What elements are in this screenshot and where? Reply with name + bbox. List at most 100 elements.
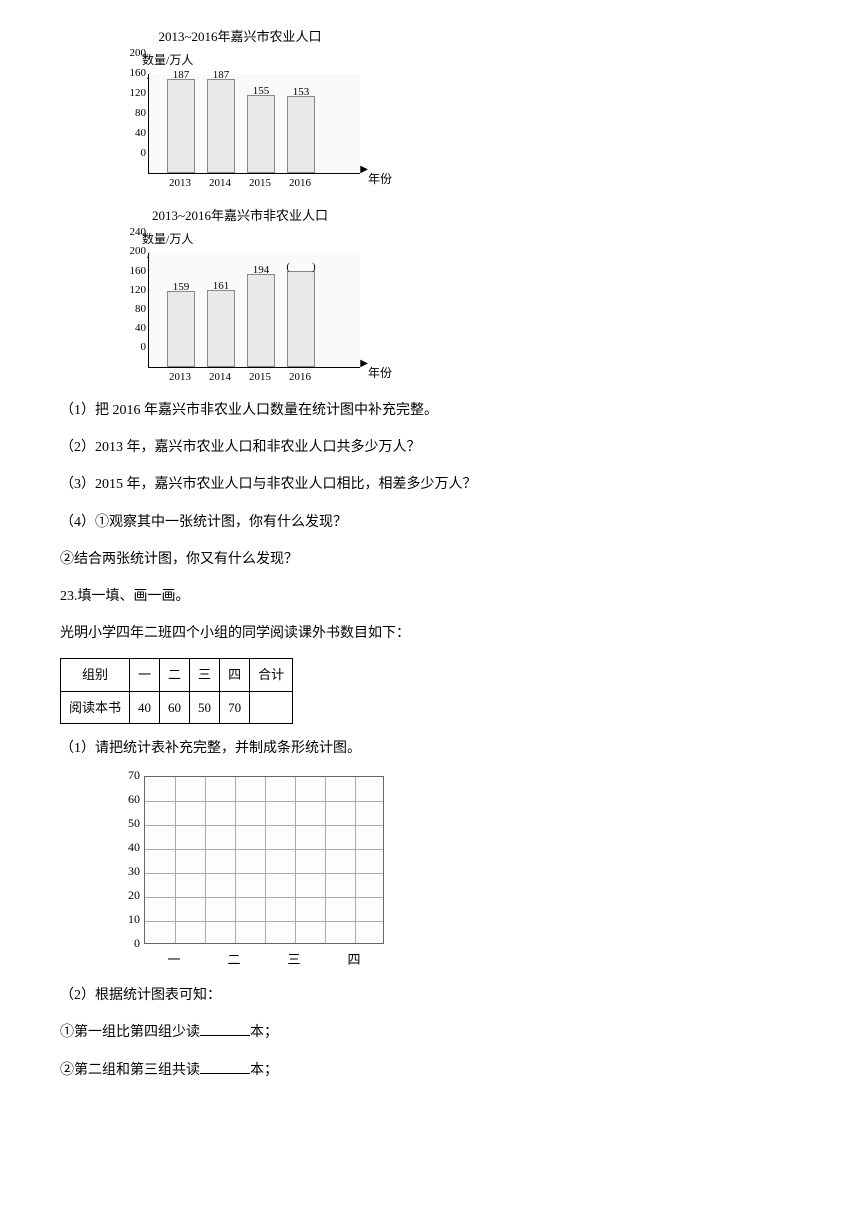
grid-line-h [145,873,383,874]
reading-table: 组别一二三四合计 阅读本书40605070 [60,658,293,724]
x-tick-label: 2016 [289,368,311,388]
x-tick-label: 2014 [209,368,231,388]
chart1-plot: 187 187 155 153 [148,74,360,174]
y-tick: 120 [130,281,147,301]
table-header-row: 组别一二三四合计 [61,659,293,691]
y-tick: 80 [135,104,146,124]
table-cell: 50 [190,691,220,723]
bar-value-label: 161 [213,277,230,297]
chart1-y-axis: 04080120160200 [120,74,148,174]
grid-line-h [145,921,383,922]
question-4-1: （4）①观察其中一张统计图，你有什么发现？ [60,510,800,535]
y-tick: 200 [130,242,147,262]
x-tick-label: 2015 [249,174,271,194]
bar-value-label: 153 [293,83,310,103]
grid-x-label: 三 [287,948,300,971]
chart2-y-axis: 04080120160200240 [120,253,148,368]
y-tick: 80 [135,300,146,320]
y-tick: 160 [130,64,147,84]
bar: 187 [167,79,195,173]
grid-x-label: 一 [167,948,180,971]
grid-y-tick: 10 [128,909,140,931]
grid-y-axis: 010203040506070 [120,776,144,968]
grid-line-v [325,777,326,943]
question-23-2: （2）根据统计图表可知： [60,983,800,1008]
x-tick-label: 2015 [249,368,271,388]
y-tick: 240 [130,223,147,243]
bar-value-label: 194 [253,261,270,281]
bar-value-label: 187 [173,66,190,86]
q-text: 本； [250,1063,278,1078]
chart1-area: ▲ 04080120160200 187187155153 ▶ 20132014… [120,74,380,189]
chart2-area: ▲ 04080120160200240 159161194( ) ▶ 20132… [120,253,380,383]
grid-x-label: 二 [227,948,240,971]
grid-y-tick: 50 [128,813,140,835]
grid-x-labels: 一二三四 [144,948,384,968]
grid-x-label: 四 [347,948,360,971]
y-tick: 0 [141,338,147,358]
chart1-x-label: 年份 [368,169,392,191]
question-4-2: ②结合两张统计图，你又有什么发现？ [60,547,800,572]
x-tick-label: 2013 [169,368,191,388]
blank-input[interactable] [200,1060,250,1074]
chart2-x-labels: 2013201420152016 [148,368,360,383]
table-cell: 40 [130,691,160,723]
q-text: 本； [250,1025,278,1040]
grid-y-tick: 60 [128,789,140,811]
bar: 161 [207,290,235,367]
table-header-cell: 三 [190,659,220,691]
grid-line-v [295,777,296,943]
y-tick: 40 [135,124,146,144]
blank-input[interactable] [200,1022,250,1036]
chart2-y-label: 数量/万人 [142,229,800,251]
grid-y-tick: 70 [128,765,140,787]
blank-grid-chart: 010203040506070 一 二 三 四 [120,776,400,968]
bar: 187 [207,79,235,173]
grid-y-tick: 30 [128,861,140,883]
grid-line-h [145,897,383,898]
grid-line-h [145,849,383,850]
chart-agricultural: 2013~2016年嘉兴市农业人口 数量/万人 ▲ 04080120160200… [120,25,800,189]
question-23-desc: 光明小学四年二班四个小组的同学阅读课外书数目如下： [60,621,800,646]
y-tick: 120 [130,84,147,104]
x-arrow-icon: ▶ [360,161,368,179]
y-tick: 200 [130,44,147,64]
question-23-1: （1）请把统计表补充完整，并制成条形统计图。 [60,736,800,761]
grid-line-v [235,777,236,943]
chart1-x-labels: 2013201420152016 [148,174,360,189]
chart1-title: 2013~2016年嘉兴市农业人口 [120,25,360,48]
table-header-cell: 一 [130,659,160,691]
bar-value-label: 155 [253,82,270,102]
chart2-title: 2013~2016年嘉兴市非农业人口 [120,204,360,227]
grid-area: 010203040506070 一 二 三 四 [120,776,400,968]
table-cell: 60 [160,691,190,723]
chart2-x-label: 年份 [368,363,392,385]
x-arrow-icon: ▶ [360,355,368,373]
table-header-cell: 二 [160,659,190,691]
bar-value-label: 187 [213,66,230,86]
chart-non-agricultural: 2013~2016年嘉兴市非农业人口 数量/万人 ▲ 0408012016020… [120,204,800,383]
question-23-title: 23.填一填、画一画。 [60,584,800,609]
table-row-label: 阅读本书 [61,691,130,723]
grid-y-tick: 20 [128,885,140,907]
chart1-y-label: 数量/万人 [142,50,800,72]
q-text: ②第二组和第三组共读 [60,1063,200,1078]
table-header-cell: 四 [220,659,250,691]
table-header-cell: 合计 [250,659,293,691]
question-23-2-1: ①第一组比第四组少读本； [60,1020,800,1045]
grid-line-v [205,777,206,943]
question-23-2-2: ②第二组和第三组共读 本； [60,1058,800,1083]
bar: 159 [167,291,195,367]
bar-value-label: ( ) [286,258,315,278]
question-1: （1）把 2016 年嘉兴市非农业人口数量在统计图中补充完整。 [60,398,800,423]
y-tick: 160 [130,262,147,282]
grid-line-v [175,777,176,943]
grid-line-v [355,777,356,943]
y-tick: 0 [141,144,147,164]
table-data-row: 阅读本书40605070 [61,691,293,723]
question-3: （3）2015 年，嘉兴市农业人口与非农业人口相比，相差多少万人？ [60,472,800,497]
question-2: （2）2013 年，嘉兴市农业人口和非农业人口共多少万人？ [60,435,800,460]
bar: 155 [247,95,275,173]
chart2-plot: 159 161 194 ( ) [148,253,360,368]
bar: ( ) [287,271,315,367]
